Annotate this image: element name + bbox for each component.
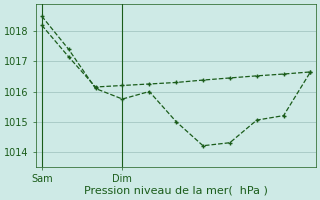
X-axis label: Pression niveau de la mer(  hPa ): Pression niveau de la mer( hPa ) xyxy=(84,186,268,196)
